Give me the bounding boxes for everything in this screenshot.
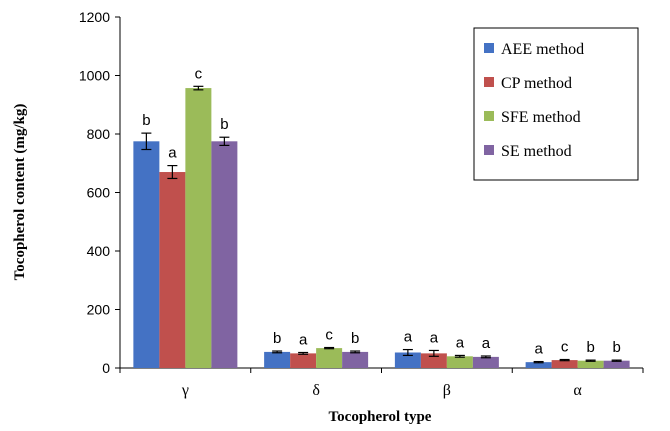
data-label: a: [404, 329, 413, 346]
data-label: b: [142, 112, 150, 129]
data-label: b: [612, 339, 620, 356]
data-label: a: [456, 334, 465, 351]
y-tick-label: 0: [102, 360, 110, 376]
data-label: b: [220, 116, 228, 133]
bar: [472, 356, 499, 368]
bar: [577, 360, 604, 368]
legend-swatch: [484, 111, 494, 121]
bar: [316, 348, 343, 368]
y-tick-label: 400: [87, 243, 111, 259]
data-label: a: [299, 331, 308, 348]
legend-label: AEE method: [501, 41, 584, 58]
data-label: c: [561, 339, 569, 356]
x-category-label: α: [573, 382, 582, 399]
data-label: b: [586, 339, 594, 356]
data-label: a: [168, 145, 177, 162]
legend-swatch: [484, 77, 494, 87]
y-axis-title: Tocopherol content (mg/kg): [12, 104, 28, 281]
bar: [211, 141, 238, 368]
y-tick-label: 1000: [79, 68, 110, 84]
y-tick-label: 200: [87, 302, 111, 318]
legend: AEE method CP method SFE method SE method: [473, 27, 639, 181]
legend-label: CP method: [501, 75, 572, 92]
bar: [264, 351, 291, 368]
data-label: a: [430, 329, 439, 346]
bar: [603, 360, 630, 368]
bar: [394, 352, 421, 368]
bar: [133, 141, 160, 368]
x-category-label: γ: [181, 382, 189, 399]
y-tick-label: 800: [87, 126, 111, 142]
legend-label: SE method: [501, 143, 572, 160]
legend-swatch: [484, 145, 494, 155]
bar: [420, 353, 447, 368]
data-label: c: [325, 327, 333, 344]
bar: [551, 360, 578, 368]
bar: [525, 362, 552, 368]
x-category-label: β: [443, 382, 451, 399]
bar: [342, 351, 369, 368]
data-label: a: [482, 335, 491, 352]
y-tick-label: 1200: [79, 9, 110, 25]
data-label: b: [351, 330, 359, 347]
data-label: c: [195, 65, 203, 82]
legend-swatch: [484, 43, 494, 53]
bar: [290, 353, 317, 368]
x-axis-title: Tocopherol type: [329, 409, 432, 425]
legend-frame: [473, 27, 639, 181]
data-label: b: [273, 330, 281, 347]
bar: [185, 88, 212, 368]
data-label: a: [534, 341, 543, 358]
x-category-label: δ: [312, 382, 320, 399]
bar: [159, 172, 186, 368]
legend-label: SFE method: [501, 109, 581, 126]
bar: [446, 356, 473, 368]
y-tick-label: 600: [87, 185, 111, 201]
